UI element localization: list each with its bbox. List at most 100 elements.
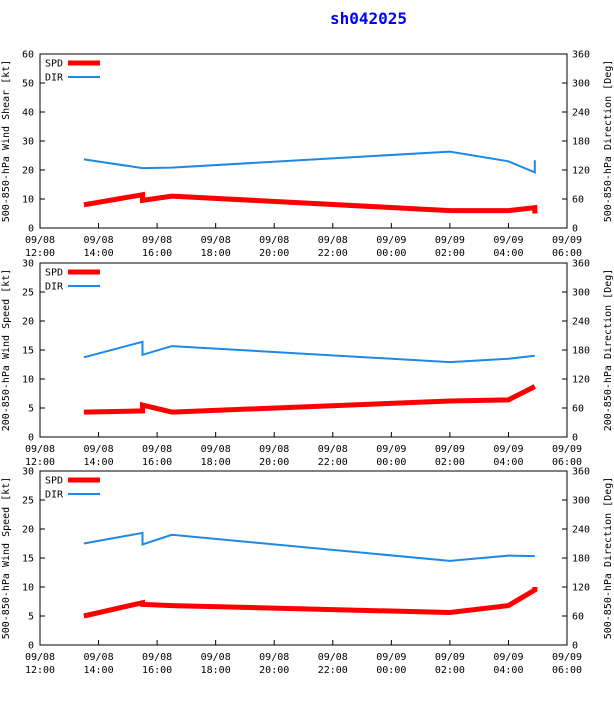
panel-3-x-tick-date: 09/09: [552, 652, 582, 663]
panel-2-legend-dir-label: DIR: [45, 282, 64, 293]
panel-2-series-spd-line: [83, 384, 536, 415]
panel-2-x-tick-date: 09/09: [493, 444, 523, 455]
panel-2-x-tick-date: 09/09: [552, 444, 582, 455]
panel-1-x-tick-date: 09/08: [201, 235, 231, 246]
panel-3-x-tick-time: 18:00: [201, 665, 231, 676]
panel-1-x-tick-time: 18:00: [201, 248, 231, 259]
panel-3-y-tick-label: 0: [28, 641, 34, 652]
panel-1-y-tick-label: 30: [22, 137, 34, 148]
panel-1-y2-tick-label: 60: [572, 195, 584, 206]
panel-1-y-tick-label: 40: [22, 108, 34, 119]
panel-1-x-tick-time: 06:00: [552, 248, 582, 259]
panel-2-series-dir-line: [83, 340, 535, 364]
panel-2-y-tick-label: 5: [28, 404, 34, 415]
panel-2-legend-spd-label: SPD: [45, 268, 63, 279]
panel-2-y-tick-label: 10: [22, 375, 34, 386]
panel-3-x-tick-time: 12:00: [25, 665, 55, 676]
panel-1-x-tick-date: 09/08: [259, 235, 289, 246]
panel-3-y-tick-label: 30: [22, 467, 34, 478]
panel-1-y-tick-label: 60: [22, 50, 34, 61]
panel-3-x-tick-time: 22:00: [318, 665, 348, 676]
panel-3-x-tick-time: 20:00: [259, 665, 289, 676]
panel-2-y-tick-label: 20: [22, 317, 34, 328]
panel-2-x-tick-date: 09/08: [259, 444, 289, 455]
panel-3-y2-tick-label: 60: [572, 612, 584, 623]
panel-1-y2-tick-label: 300: [572, 79, 590, 90]
panel-3-x-tick-date: 09/08: [84, 652, 114, 663]
panel-1-series-spd-line: [83, 191, 538, 214]
panel-1-x-tick-time: 22:00: [318, 248, 348, 259]
panel-3-y-tick-label: 25: [22, 496, 34, 507]
panel-3-y2-axis-label: 500-850-hPa Direction [Deg]: [603, 477, 614, 640]
panel-3-y-tick-label: 10: [22, 583, 34, 594]
panel-2-y2-axis-label: 200-850-hPa Direction [Deg]: [603, 269, 614, 432]
panel-3-x-tick-time: 04:00: [493, 665, 523, 676]
panel-3-x-tick-date: 09/09: [376, 652, 406, 663]
panel-3-x-tick-date: 09/09: [493, 652, 523, 663]
panel-1-x-tick-date: 09/08: [142, 235, 172, 246]
panel-3-x-tick-date: 09/08: [318, 652, 348, 663]
panel-2-x-tick-date: 09/09: [376, 444, 406, 455]
panel-2-y2-tick-label: 240: [572, 317, 590, 328]
panel-2-y2-tick-label: 180: [572, 346, 590, 357]
panel-3-y-tick-label: 5: [28, 612, 34, 623]
panel-2-x-tick-time: 22:00: [318, 457, 348, 468]
panel-1-y-axis-label: 500-850-hPa Wind Shear [kt]: [1, 60, 12, 223]
panel-1-x-tick-time: 14:00: [84, 248, 114, 259]
panel-2-y-tick-label: 0: [28, 433, 34, 444]
panel-1-x-tick-date: 09/09: [493, 235, 523, 246]
panel-3-x-tick-time: 14:00: [84, 665, 114, 676]
panel-3-legend-spd-label: SPD: [45, 476, 63, 487]
panel-2-x-tick-time: 16:00: [142, 457, 172, 468]
panel-2-y-tick-label: 25: [22, 288, 34, 299]
panel-1-y2-tick-label: 180: [572, 137, 590, 148]
panel-2-x-tick-time: 20:00: [259, 457, 289, 468]
panel-3-x-tick-time: 02:00: [435, 665, 465, 676]
panel-3-y2-tick-label: 360: [572, 467, 590, 478]
panel-1-x-tick-date: 09/09: [435, 235, 465, 246]
panel-2-x-tick-date: 09/08: [201, 444, 231, 455]
panel-2-x-tick-date: 09/09: [435, 444, 465, 455]
panel-3-y2-tick-label: 240: [572, 525, 590, 536]
panel-3-x-tick-date: 09/08: [25, 652, 55, 663]
panel-1-x-tick-time: 20:00: [259, 248, 289, 259]
panel-2-y2-tick-label: 300: [572, 288, 590, 299]
panel-2-x-tick-time: 02:00: [435, 457, 465, 468]
panel-2-x-tick-time: 14:00: [84, 457, 114, 468]
panel-2-x-tick-date: 09/08: [25, 444, 55, 455]
panel-2-x-tick-time: 00:00: [376, 457, 406, 468]
panel-1-legend-dir-label: DIR: [45, 73, 64, 84]
panel-1-y-tick-label: 20: [22, 166, 34, 177]
panel-3-y-tick-label: 20: [22, 525, 34, 536]
panel-3-y2-tick-label: 0: [572, 641, 578, 652]
panel-1-x-tick-time: 02:00: [435, 248, 465, 259]
panel-2-y2-tick-label: 360: [572, 259, 590, 270]
panel-1-y2-tick-label: 120: [572, 166, 590, 177]
panel-3-x-tick-time: 16:00: [142, 665, 172, 676]
panel-1-x-tick-time: 16:00: [142, 248, 172, 259]
panel-2-x-tick-time: 04:00: [493, 457, 523, 468]
panel-3-x-tick-date: 09/09: [435, 652, 465, 663]
panel-3-y-tick-label: 15: [22, 554, 34, 565]
panel-1-x-tick-date: 09/08: [84, 235, 114, 246]
panel-1-x-tick-time: 12:00: [25, 248, 55, 259]
panel-3-series-dir-line: [83, 531, 535, 562]
panel-2-y2-tick-label: 120: [572, 375, 590, 386]
panel-1-x-tick-date: 09/08: [318, 235, 348, 246]
panel-3-legend-dir-label: DIR: [45, 490, 64, 501]
panel-2-x-tick-date: 09/08: [318, 444, 348, 455]
panel-3-x-tick-time: 06:00: [552, 665, 582, 676]
panel-1-x-tick-date: 09/09: [552, 235, 582, 246]
panel-2-x-tick-date: 09/08: [84, 444, 114, 455]
panel-3-y2-tick-label: 120: [572, 583, 590, 594]
panel-1-y-tick-label: 0: [28, 224, 34, 235]
panel-2-x-tick-date: 09/08: [142, 444, 172, 455]
panel-1-x-tick-time: 00:00: [376, 248, 406, 259]
panel-3-x-tick-date: 09/08: [142, 652, 172, 663]
panel-1-y-tick-label: 10: [22, 195, 34, 206]
panel-2-y2-tick-label: 0: [572, 433, 578, 444]
panel-1-x-tick-date: 09/08: [25, 235, 55, 246]
panel-2-y2-tick-label: 60: [572, 404, 584, 415]
panel-2-y-tick-label: 15: [22, 346, 34, 357]
